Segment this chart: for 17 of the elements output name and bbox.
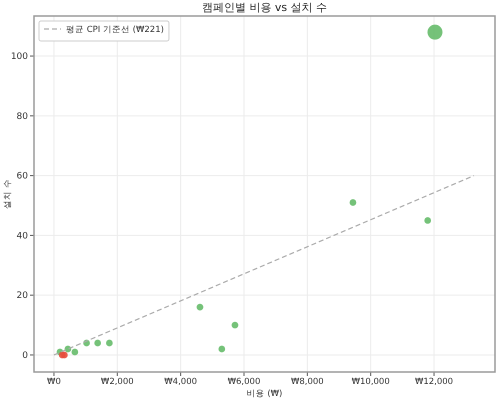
x-tick-label: ₩12,000 — [414, 377, 454, 387]
x-tick-label: ₩2,000 — [100, 377, 134, 387]
x-tick-label: ₩6,000 — [228, 377, 260, 387]
y-axis-title: 설치 수 — [3, 179, 13, 209]
x-tick-label: ₩0 — [47, 377, 61, 387]
x-axis-title: 비용 (₩) — [246, 389, 282, 398]
y-tick-label: 100 — [10, 52, 28, 62]
legend-label: 평균 CPI 기준선 (₩221) — [66, 25, 164, 35]
chart-title: 캠페인별 비용 vs 설치 수 — [202, 1, 328, 14]
x-tick-label: ₩8,000 — [290, 377, 324, 387]
y-tick-label: 0 — [22, 350, 28, 361]
x-tick-label: ₩10,000 — [352, 377, 390, 387]
y-tick-label: 60 — [16, 172, 28, 182]
x-tick-label: ₩4,000 — [164, 377, 198, 387]
y-tick-label: 40 — [16, 231, 28, 242]
y-tick-label: 20 — [16, 291, 28, 302]
y-tick-label: 80 — [16, 112, 28, 122]
